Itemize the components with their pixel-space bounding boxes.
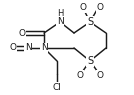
Text: O: O — [79, 4, 87, 13]
Text: N: N — [25, 44, 31, 53]
Text: O: O — [96, 70, 103, 80]
Text: O: O — [18, 28, 25, 38]
Text: S: S — [87, 56, 93, 66]
Text: S: S — [87, 17, 93, 27]
Text: O: O — [10, 44, 16, 53]
Text: O: O — [96, 4, 103, 13]
Text: H: H — [57, 8, 63, 17]
Text: Cl: Cl — [53, 82, 61, 91]
Text: N: N — [41, 44, 47, 53]
Text: N: N — [57, 17, 63, 27]
Text: O: O — [77, 70, 83, 80]
